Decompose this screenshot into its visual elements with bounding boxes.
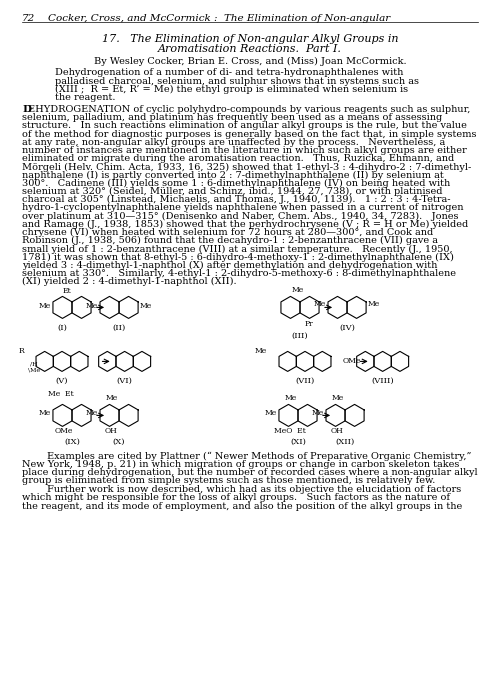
Text: chrysene (VI) when heated with selenium for 72 hours at 280—300°, and Cook and: chrysene (VI) when heated with selenium … <box>22 228 433 237</box>
Text: Me: Me <box>284 394 296 403</box>
Text: group is eliminated from simple systems such as those mentioned, is relatively f: group is eliminated from simple systems … <box>22 476 436 485</box>
Text: over platinum at 310—315° (Denisenko and Naber, Chem. Abs., 1940, 34, 7283).   J: over platinum at 310—315° (Denisenko and… <box>22 212 458 221</box>
Text: the reagent.: the reagent. <box>55 94 116 103</box>
Text: Me: Me <box>106 394 118 403</box>
Text: selenium, palladium, and platinum has frequently been used as a means of assessi: selenium, palladium, and platinum has fr… <box>22 113 442 122</box>
Text: MeO  Et: MeO Et <box>274 427 306 435</box>
Text: (VI): (VI) <box>116 376 132 384</box>
Text: (XII): (XII) <box>336 437 354 445</box>
Text: Examples are cited by Plattner (“ Newer Methods of Preparative Organic Chemistry: Examples are cited by Plattner (“ Newer … <box>22 452 471 461</box>
Text: (VIII): (VIII) <box>372 376 394 384</box>
Text: hydro-1-cyclopentylnaphthalene yields naphthalene when passed in a current of ni: hydro-1-cyclopentylnaphthalene yields na… <box>22 204 464 213</box>
Text: Cocker, Cross, and McCormick :  The Elimination of Non-angular: Cocker, Cross, and McCormick : The Elimi… <box>48 14 390 23</box>
Text: selenium at 320° (Seidel, Müller, and Schinz, ibid., 1944, 27, 738), or with pla: selenium at 320° (Seidel, Müller, and Sc… <box>22 187 442 196</box>
Text: the reagent, and its mode of employment, and also the position of the alkyl grou: the reagent, and its mode of employment,… <box>22 502 462 511</box>
Text: which might be responsible for the loss of alkyl groups.   Such factors as the n: which might be responsible for the loss … <box>22 494 450 502</box>
Text: OMe: OMe <box>342 357 361 365</box>
Text: Further work is now described, which had as its objective the elucidation of fac: Further work is now described, which had… <box>22 485 461 494</box>
Text: Me: Me <box>255 348 268 355</box>
Text: New York, 1948, p. 21) in which migration of groups or change in carbon skeleton: New York, 1948, p. 21) in which migratio… <box>22 460 460 469</box>
Text: Mörgeli (Helv. Chim. Acta, 1933, 16, 325) showed that 1-ethyl-3 : 4-dihydro-2 : : Mörgeli (Helv. Chim. Acta, 1933, 16, 325… <box>22 162 471 172</box>
Text: naphthalene (I) is partly converted into 2 : 7-dimethylnaphthalene (II) by selen: naphthalene (I) is partly converted into… <box>22 170 444 180</box>
Text: OMe: OMe <box>54 427 72 435</box>
Text: at any rate, non-angular alkyl groups are unaffected by the process.   Neverthel: at any rate, non-angular alkyl groups ar… <box>22 138 446 147</box>
Text: (III): (III) <box>292 331 308 340</box>
Text: charcoal at 305° (Linstead, Michaelis, and Thomas, J., 1940, 1139).   1 : 2 : 3 : charcoal at 305° (Linstead, Michaelis, a… <box>22 195 450 204</box>
Text: 17.   The Elimination of Non-angular Alkyl Groups in: 17. The Elimination of Non-angular Alkyl… <box>102 34 398 44</box>
Text: OH: OH <box>104 427 117 435</box>
Text: place during dehydrogenation, but the number of recorded cases where a non-angul: place during dehydrogenation, but the nu… <box>22 468 477 477</box>
Text: EHYDROGENATION of cyclic polyhydro-compounds by various reagents such as sulphur: EHYDROGENATION of cyclic polyhydro-compo… <box>28 105 470 114</box>
Text: selenium at 330°.   Similarly, 4-ethyl-1 : 2-dihydro-5-methoxy-6 : 8-dimethylnap: selenium at 330°. Similarly, 4-ethyl-1 :… <box>22 269 456 278</box>
Text: (II): (II) <box>112 323 126 331</box>
Text: Me: Me <box>140 302 152 310</box>
Text: Me: Me <box>314 300 326 308</box>
Text: Me: Me <box>38 409 51 418</box>
Text: 1781) it was shown that 8-ethyl-5 : 6-dihydro-4-methoxy-1 : 2-dimethylnaphthalen: 1781) it was shown that 8-ethyl-5 : 6-di… <box>22 253 454 261</box>
Text: (XIII ;  R = Et, R’ = Me) the ethyl group is eliminated when selenium is: (XIII ; R = Et, R’ = Me) the ethyl group… <box>55 85 408 94</box>
Text: D: D <box>22 105 31 114</box>
Text: eliminated or migrate during the aromatisation reaction.   Thus, Ruzicka, Ehmann: eliminated or migrate during the aromati… <box>22 154 454 163</box>
Text: /H: /H <box>30 362 38 367</box>
Text: (X): (X) <box>113 437 126 445</box>
Text: Pr: Pr <box>305 320 314 329</box>
Text: (XI): (XI) <box>290 437 306 445</box>
Text: Dehydrogenation of a number of di- and tetra-hydronaphthalenes with: Dehydrogenation of a number of di- and t… <box>55 68 404 77</box>
Text: R: R <box>18 348 24 355</box>
Text: Me: Me <box>38 302 51 310</box>
Text: Me: Me <box>312 409 324 418</box>
Text: Me: Me <box>86 409 98 418</box>
Text: and Ramage (J., 1938, 1853) showed that the perhydrochrysene (V ; R = H or Me) y: and Ramage (J., 1938, 1853) showed that … <box>22 220 468 229</box>
Text: of the method for diagnostic purposes is generally based on the fact that, in si: of the method for diagnostic purposes is… <box>22 130 476 139</box>
Text: number of instances are mentioned in the literature in which such alkyl groups a: number of instances are mentioned in the… <box>22 146 467 155</box>
Text: palladised charcoal, selenium, and sulphur shows that in systems such as: palladised charcoal, selenium, and sulph… <box>55 77 419 86</box>
Text: (VII): (VII) <box>296 376 314 384</box>
Text: (I): (I) <box>58 323 68 331</box>
Text: OH: OH <box>330 427 343 435</box>
Text: (IV): (IV) <box>339 323 355 331</box>
Text: 300°.   Cadinene (III) yields some 1 : 6-dimethylnaphthalene (IV) on being heate: 300°. Cadinene (III) yields some 1 : 6-d… <box>22 179 450 188</box>
Text: \Me: \Me <box>28 368 40 373</box>
Text: Me: Me <box>332 394 344 403</box>
Text: yielded 3 : 4-dimethyl-1-naphthol (X) after demethylation and dehydrogenation wi: yielded 3 : 4-dimethyl-1-naphthol (X) af… <box>22 261 438 270</box>
Text: small yield of 1 : 2-benzanthracene (VIII) at a similar temperature.   Recently : small yield of 1 : 2-benzanthracene (VII… <box>22 244 452 253</box>
Text: (IX): (IX) <box>64 437 80 445</box>
Text: Robinson (J., 1938, 506) found that the decahydro-1 : 2-benzanthracene (VII) gav: Robinson (J., 1938, 506) found that the … <box>22 236 438 245</box>
Text: structure.   In such reactions elimination of angular alkyl groups is the rule, : structure. In such reactions elimination… <box>22 122 467 130</box>
Text: Et: Et <box>62 287 71 295</box>
Text: Aromatisation Reactions.  Part I.: Aromatisation Reactions. Part I. <box>158 44 342 54</box>
Text: By Wesley Cocker, Brian E. Cross, and (Miss) Joan McCormick.: By Wesley Cocker, Brian E. Cross, and (M… <box>94 57 406 66</box>
Text: Me: Me <box>292 287 304 295</box>
Text: (XI) yielded 2 : 4-dimethyl-1-naphthol (XII).: (XI) yielded 2 : 4-dimethyl-1-naphthol (… <box>22 277 236 287</box>
Text: Me: Me <box>368 300 380 308</box>
Text: Me: Me <box>264 409 277 418</box>
Text: (V): (V) <box>56 376 68 384</box>
Text: 72: 72 <box>22 14 35 23</box>
Text: Me  Et: Me Et <box>48 390 74 399</box>
Text: Me: Me <box>86 302 98 310</box>
